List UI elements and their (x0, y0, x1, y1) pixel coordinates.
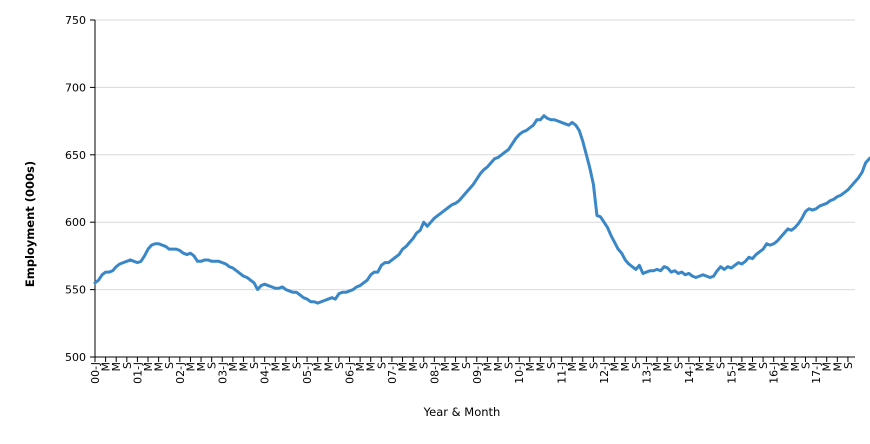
x-axis-ticks: 00-JMMS01-JMMS02-JMMS03-JMMS04-JMMS05-JM… (89, 357, 855, 384)
y-tick-label-700: 700 (65, 81, 86, 94)
x-tick-label: M (534, 362, 547, 372)
x-tick-label: M (365, 362, 378, 372)
x-tick-label: 07-J (386, 362, 399, 384)
x-tick-label: M (736, 362, 749, 372)
x-tick-label: M (492, 362, 505, 372)
x-tick-label: M (312, 362, 325, 372)
x-tick-label: M (397, 362, 410, 372)
x-tick-label: M (195, 362, 208, 372)
y-tick-label-750: 750 (65, 14, 86, 27)
x-tick-label: S (418, 362, 431, 369)
x-tick-label: 01-J (131, 362, 144, 384)
x-tick-label: M (746, 362, 759, 372)
x-tick-label: 13-J (640, 362, 653, 384)
x-tick-label: 09-J (471, 362, 484, 384)
x-tick-label: 12-J (598, 362, 611, 384)
x-tick-label: S (630, 362, 643, 369)
x-tick-label: M (322, 362, 335, 372)
x-tick-label: S (503, 362, 516, 369)
y-tick-label-600: 600 (65, 216, 86, 229)
x-tick-label: 17-J (810, 362, 823, 384)
x-tick-label: S (121, 362, 134, 369)
x-tick-label: M (354, 362, 367, 372)
x-tick-label: M (619, 362, 632, 372)
x-tick-label: M (227, 362, 240, 372)
x-tick-label: M (778, 362, 791, 372)
x-tick-label: M (481, 362, 494, 372)
y-tick-label-550: 550 (65, 284, 86, 297)
x-tick-label: S (206, 362, 219, 369)
x-tick-label: S (460, 362, 473, 369)
x-tick-label: M (439, 362, 452, 372)
x-tick-label: S (800, 362, 813, 369)
x-axis-title: Year & Month (423, 405, 501, 419)
x-tick-label: M (524, 362, 537, 372)
x-tick-label: S (375, 362, 388, 369)
x-tick-label: M (566, 362, 579, 372)
x-tick-label: M (450, 362, 463, 372)
x-tick-label: M (237, 362, 250, 372)
y-tick-label-500: 500 (65, 351, 86, 364)
gridlines (95, 19, 855, 291)
x-tick-label: S (757, 362, 770, 369)
x-tick-label: M (609, 362, 622, 372)
x-tick-label: M (100, 362, 113, 372)
x-tick-label: M (693, 362, 706, 372)
x-tick-label: S (545, 362, 558, 369)
employment-series-line (93, 114, 870, 305)
x-tick-label: 14-J (683, 362, 696, 384)
x-tick-label: M (153, 362, 166, 372)
x-tick-label: 02-J (174, 362, 187, 384)
x-tick-label: S (163, 362, 176, 369)
x-tick-label: 16-J (768, 362, 781, 384)
x-tick-label: M (821, 362, 834, 372)
x-tick-label: S (248, 362, 261, 369)
x-tick-label: 00-J (89, 362, 102, 384)
x-tick-label: 04-J (259, 362, 272, 384)
x-tick-label: M (662, 362, 675, 372)
x-tick-label: S (842, 362, 855, 369)
x-tick-label: M (184, 362, 197, 372)
x-tick-label: S (587, 362, 600, 369)
x-tick-label: 11-J (556, 362, 569, 384)
x-tick-label: S (290, 362, 303, 369)
x-tick-label: 06-J (344, 362, 357, 384)
x-tick-label: 03-J (216, 362, 229, 384)
y-axis-title: Employment (000s) (23, 161, 37, 287)
x-tick-label: M (407, 362, 420, 372)
x-tick-label: 15-J (725, 362, 738, 384)
y-tick-label-650: 650 (65, 149, 86, 162)
x-tick-label: S (672, 362, 685, 369)
x-tick-label: M (704, 362, 717, 372)
x-tick-label: M (280, 362, 293, 372)
x-tick-label: M (651, 362, 664, 372)
x-tick-label: 10-J (513, 362, 526, 384)
x-tick-label: M (142, 362, 155, 372)
x-tick-label: 08-J (428, 362, 441, 384)
axes (94, 20, 855, 358)
x-tick-label: S (715, 362, 728, 369)
y-axis-ticks: 500 550 600 650 700 750 (65, 14, 95, 364)
x-tick-label: M (789, 362, 802, 372)
x-tick-label: S (333, 362, 346, 369)
x-tick-label: M (831, 362, 844, 372)
x-tick-label: 05-J (301, 362, 314, 384)
x-tick-label: M (269, 362, 282, 372)
x-tick-label: M (110, 362, 123, 372)
x-tick-label: M (577, 362, 590, 372)
